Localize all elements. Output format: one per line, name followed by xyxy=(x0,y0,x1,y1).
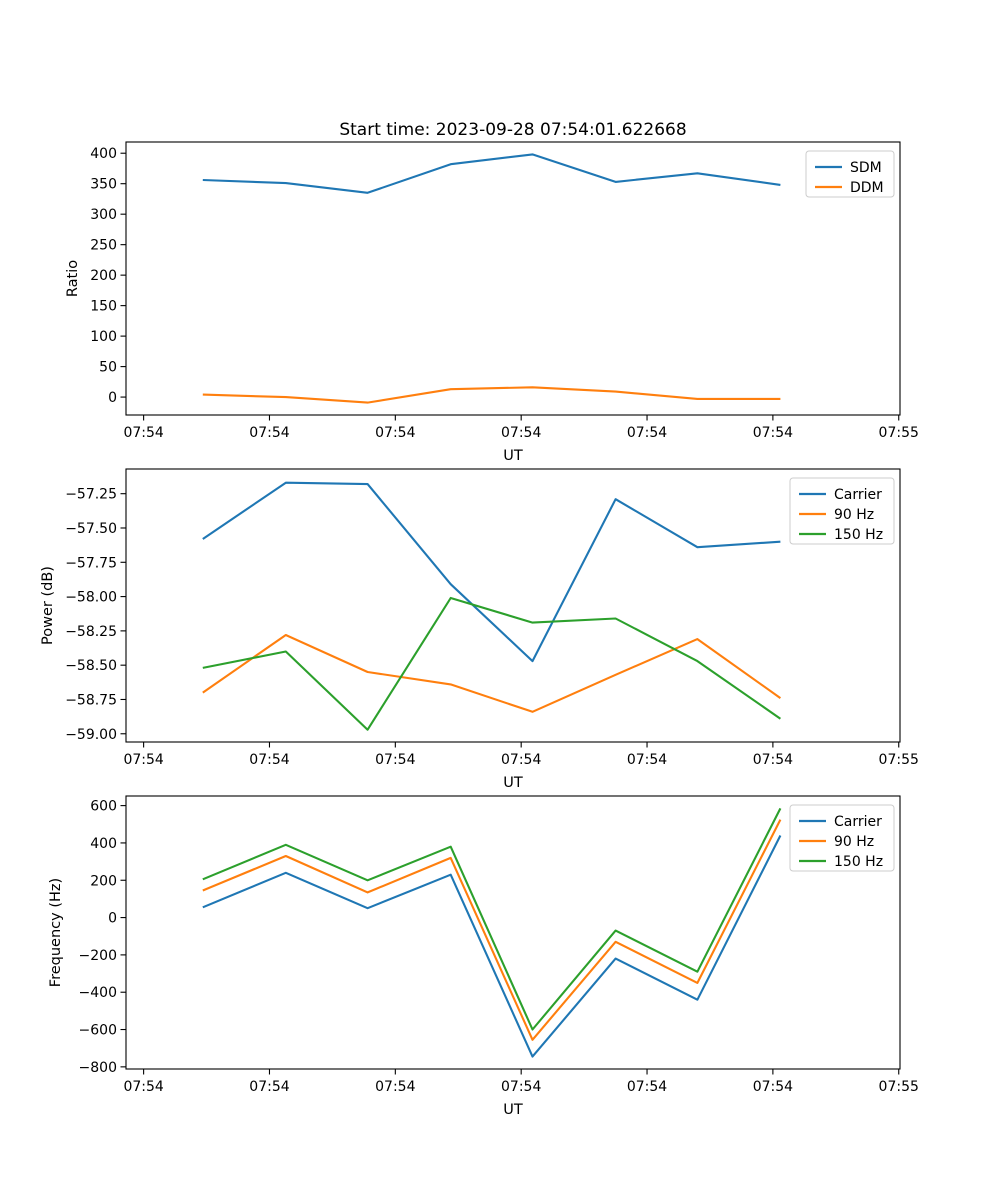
legend-label: 150 Hz xyxy=(834,527,883,543)
x-tick-label: 07:54 xyxy=(501,752,541,768)
legend-label: 90 Hz xyxy=(834,507,874,523)
legend-label: DDM xyxy=(850,180,884,196)
legend-label: SDM xyxy=(850,160,882,176)
series-line-150-hz xyxy=(202,596,781,731)
x-axis-label: UT xyxy=(503,1102,523,1118)
axes-frame xyxy=(125,468,901,743)
x-tick-label: 07:55 xyxy=(879,425,919,441)
y-tick-label: 200 xyxy=(90,268,117,284)
y-tick-label: −59.00 xyxy=(65,727,117,743)
y-axis-label: Ratio xyxy=(65,260,81,297)
y-tick-label: 400 xyxy=(90,836,117,852)
y-tick-label: 350 xyxy=(90,177,117,193)
y-tick-label: 200 xyxy=(90,873,117,889)
axes-middle: 07:54 07:54 07:54 07:54 07:54 07:54 07:55 −59.0… xyxy=(40,468,919,791)
y-tick-label: 250 xyxy=(90,238,117,254)
x-tick-label: 07:54 xyxy=(501,1079,541,1095)
x-tick-label: 07:54 xyxy=(123,1079,163,1095)
y-tick-label: 0 xyxy=(108,390,117,406)
axes-bottom: 07:54 07:54 07:54 07:54 07:54 07:54 07:55 −800 −… xyxy=(48,795,919,1118)
legend-label: Carrier xyxy=(834,487,882,503)
x-tick-label: 07:54 xyxy=(249,752,289,768)
x-tick-label: 07:54 xyxy=(375,752,415,768)
series-line-90-hz xyxy=(202,819,782,1041)
series-line-carrier xyxy=(202,835,782,1058)
x-tick-label: 07:54 xyxy=(375,1079,415,1095)
y-tick-label: 400 xyxy=(90,146,117,162)
x-tick-label: 07:54 xyxy=(753,1079,793,1095)
y-tick-label: −58.75 xyxy=(65,692,117,708)
axes-frame xyxy=(125,141,901,416)
x-axis-label: UT xyxy=(503,775,523,791)
y-axis-label: Frequency (Hz) xyxy=(48,878,64,987)
y-tick-label: 300 xyxy=(90,207,117,223)
x-tick-label: 07:54 xyxy=(753,425,793,441)
y-tick-label: −600 xyxy=(79,1023,117,1039)
y-tick-label: −57.50 xyxy=(65,521,117,537)
x-tick-label: 07:54 xyxy=(249,1079,289,1095)
series-line-ddm xyxy=(202,386,781,404)
y-tick-label: 600 xyxy=(90,799,117,815)
x-tick-label: 07:54 xyxy=(753,752,793,768)
x-axis-label: UT xyxy=(503,448,523,464)
y-tick-label: −800 xyxy=(79,1060,117,1076)
x-tick-label: 07:54 xyxy=(501,425,541,441)
series-line-sdm xyxy=(202,153,781,194)
y-tick-label: 150 xyxy=(90,299,117,315)
x-tick-label: 07:54 xyxy=(249,425,289,441)
legend-label: 150 Hz xyxy=(834,854,883,870)
y-tick-label: 50 xyxy=(99,360,117,376)
y-tick-label: 0 xyxy=(108,911,117,927)
axes-frame xyxy=(125,795,901,1070)
x-tick-label: 07:54 xyxy=(627,425,667,441)
x-tick-label: 07:54 xyxy=(123,752,163,768)
legend-label: Carrier xyxy=(834,814,882,830)
y-tick-label: 100 xyxy=(90,329,117,345)
x-tick-label: 07:54 xyxy=(627,752,667,768)
x-tick-label: 07:55 xyxy=(879,752,919,768)
y-tick-label: −57.75 xyxy=(65,555,117,571)
y-tick-label: −200 xyxy=(79,948,117,964)
x-tick-label: 07:55 xyxy=(879,1079,919,1095)
y-tick-label: −58.25 xyxy=(65,624,117,640)
y-tick-label: −57.25 xyxy=(65,487,117,503)
legend-box xyxy=(805,150,895,198)
x-tick-label: 07:54 xyxy=(123,425,163,441)
y-tick-label: −400 xyxy=(79,985,117,1001)
x-tick-label: 07:54 xyxy=(375,425,415,441)
series-line-90-hz xyxy=(202,633,782,713)
legend-label: 90 Hz xyxy=(834,834,874,850)
y-tick-label: −58.50 xyxy=(65,658,117,674)
y-tick-label: −58.00 xyxy=(65,590,117,606)
x-tick-label: 07:54 xyxy=(627,1079,667,1095)
axes-top: 07:54 07:54 07:54 07:54 07:54 07:54 07:55 0 50 10… xyxy=(65,141,919,464)
series-line-carrier xyxy=(202,481,781,663)
series-line-150-hz xyxy=(202,807,782,1031)
y-axis-label: Power (dB) xyxy=(40,566,56,645)
figure-title: Start time: 2023-09-28 07:54:01.622668 xyxy=(339,120,687,140)
